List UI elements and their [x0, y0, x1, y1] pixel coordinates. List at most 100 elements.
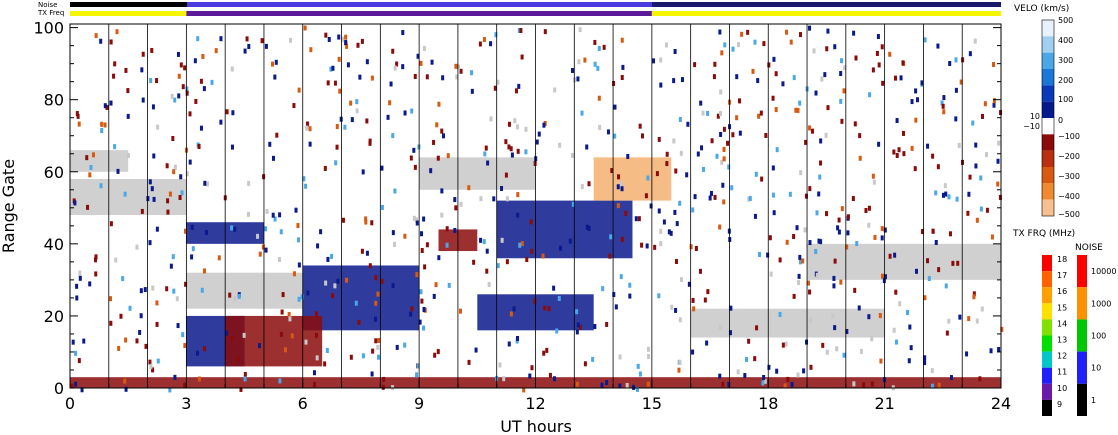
- speckle-point: [655, 171, 659, 177]
- speckle-point: [190, 224, 194, 230]
- speckle-point: [204, 229, 208, 235]
- speckle-point: [185, 90, 189, 96]
- speckle-point: [640, 133, 644, 139]
- speckle-point: [485, 248, 489, 254]
- speckle-point: [606, 129, 610, 135]
- speckle-point: [576, 76, 580, 82]
- speckle-point: [997, 140, 1001, 146]
- velocity-color-swatch: [1042, 101, 1054, 118]
- speckle-point: [179, 174, 183, 180]
- speckle-point: [632, 384, 636, 390]
- speckle-point: [517, 83, 521, 89]
- speckle-point: [716, 113, 720, 119]
- speckle-point: [909, 345, 913, 351]
- speckle-point: [875, 50, 879, 56]
- speckle-point: [419, 289, 423, 295]
- speckle-point: [797, 280, 801, 286]
- speckle-point: [646, 175, 650, 181]
- region-ground-1: [70, 150, 129, 172]
- speckle-point: [624, 210, 628, 216]
- freq-colorbar-label: 16: [1057, 287, 1067, 296]
- speckle-point: [264, 226, 268, 232]
- speckle-point: [992, 61, 996, 67]
- speckle-point: [225, 109, 229, 115]
- speckle-point: [657, 293, 661, 299]
- speckle-point: [292, 103, 296, 109]
- speckle-point: [459, 201, 463, 207]
- speckle-point: [873, 234, 877, 240]
- speckle-point: [892, 149, 896, 155]
- speckle-point: [659, 82, 663, 88]
- speckle-point: [967, 191, 971, 197]
- speckle-point: [930, 383, 934, 389]
- speckle-point: [858, 155, 862, 161]
- speckle-point: [541, 253, 545, 259]
- speckle-point: [422, 306, 426, 312]
- region-pos-9: [496, 200, 633, 259]
- freq-color-swatch: [1042, 351, 1052, 368]
- speckle-point: [735, 115, 739, 121]
- velocity-colorbar-label: 200: [1058, 76, 1073, 85]
- speckle-point: [597, 46, 601, 52]
- speckle-point: [380, 278, 384, 284]
- speckle-point: [214, 48, 218, 54]
- speckle-point: [880, 273, 884, 279]
- speckle-point: [70, 383, 74, 389]
- speckle-point: [568, 238, 572, 244]
- speckle-point: [113, 61, 117, 67]
- speckle-point: [140, 67, 144, 73]
- speckle-point: [687, 281, 691, 287]
- speckle-point: [673, 209, 677, 215]
- speckle-point: [274, 59, 278, 65]
- speckle-point: [997, 347, 1001, 353]
- speckle-point: [832, 275, 836, 281]
- speckle-point: [470, 88, 474, 94]
- velocity-color-swatch: [1042, 20, 1054, 37]
- speckle-point: [653, 244, 657, 250]
- speckle-point: [288, 316, 292, 322]
- speckle-point: [895, 339, 899, 345]
- speckle-point: [983, 101, 987, 107]
- speckle-point: [927, 276, 931, 282]
- speckle-point: [257, 343, 261, 349]
- speckle-point: [761, 380, 765, 386]
- speckle-point: [701, 166, 705, 172]
- data-regions: [70, 150, 1001, 388]
- speckle-point: [489, 116, 493, 122]
- speckle-point: [334, 160, 338, 166]
- velocity-colorbar-label: 10: [1030, 112, 1040, 121]
- speckle-point: [981, 113, 985, 119]
- speckle-point: [842, 88, 846, 94]
- speckle-point: [202, 346, 206, 352]
- speckle-point: [168, 191, 172, 197]
- speckle-point: [467, 359, 471, 365]
- speckle-point: [845, 328, 849, 334]
- speckle-point: [799, 170, 803, 176]
- speckle-point: [942, 109, 946, 115]
- speckle-point: [482, 36, 486, 42]
- freq-colorbar-label: 13: [1057, 336, 1067, 345]
- speckle-point: [669, 230, 673, 236]
- speckle-point: [139, 313, 143, 319]
- speckle-point: [271, 212, 275, 218]
- speckle-point: [722, 156, 726, 162]
- speckle-point: [792, 75, 796, 81]
- speckle-point: [297, 296, 301, 302]
- speckle-point: [141, 97, 145, 103]
- speckle-point: [833, 258, 837, 264]
- speckle-point: [349, 354, 353, 360]
- speckle-point: [914, 268, 918, 274]
- speckle-point: [74, 350, 78, 356]
- speckle-point: [729, 305, 733, 311]
- speckle-point: [504, 172, 508, 178]
- freq-colorbar-label: 12: [1057, 352, 1067, 361]
- speckle-point: [374, 300, 378, 306]
- speckle-point: [833, 325, 837, 331]
- speckle-point: [171, 136, 175, 142]
- speckle-point: [376, 344, 380, 350]
- speckle-point: [628, 293, 632, 299]
- speckle-point: [446, 153, 450, 159]
- speckle-point: [719, 89, 723, 95]
- speckle-point: [319, 229, 323, 235]
